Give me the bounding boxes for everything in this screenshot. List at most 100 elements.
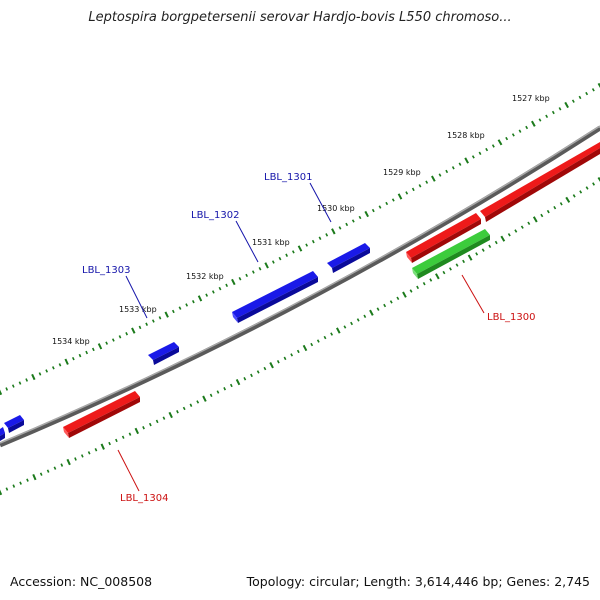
scale-tick — [263, 366, 267, 371]
scale-tick — [87, 451, 91, 455]
scale-tick — [264, 262, 269, 269]
scale-tick — [591, 88, 595, 92]
scale-tick — [197, 295, 203, 302]
scale-tick — [97, 343, 103, 350]
scale-tick — [251, 270, 255, 274]
scale-tick — [471, 155, 475, 159]
scale-tick — [115, 438, 118, 443]
gene-arrow-reverse[interactable] — [63, 391, 140, 438]
scale-tick — [125, 332, 129, 336]
scale-tick — [80, 454, 84, 458]
gene-label[interactable]: LBL_1302 — [191, 210, 239, 221]
scale-tick — [38, 372, 42, 376]
scale-tick — [507, 233, 511, 237]
scale-tick — [358, 215, 362, 220]
scale-tick — [12, 484, 16, 488]
scale-tick — [138, 325, 142, 330]
scale-tick — [345, 222, 349, 227]
scale-tick — [225, 283, 229, 288]
scale-tick — [250, 373, 253, 378]
gene-label[interactable]: LBL_1301 — [264, 172, 312, 183]
scale-tick — [356, 318, 360, 322]
scale-tick — [155, 419, 159, 424]
scale-tick — [540, 213, 544, 218]
scale-tick — [85, 350, 89, 355]
gene-arrow-forward[interactable] — [4, 415, 24, 433]
scale-tick — [494, 240, 498, 245]
scale-tick — [258, 267, 262, 271]
scale-tick — [121, 435, 125, 439]
scale-tick — [518, 129, 522, 133]
scale-tick — [525, 125, 529, 130]
scale-tick — [425, 180, 429, 184]
scale-label: 1529 kbp — [383, 168, 421, 177]
scale-tick — [178, 306, 182, 310]
scale-tick — [216, 390, 220, 394]
scale-tick — [592, 182, 595, 186]
scale-tick — [323, 335, 327, 340]
scale-tick — [231, 278, 236, 286]
scale-tick — [318, 236, 322, 240]
gene-arrow-reverse[interactable] — [406, 213, 481, 263]
scale-tick — [514, 229, 518, 233]
scale-tick — [105, 341, 109, 345]
scale-tick — [597, 176, 600, 182]
scale-tick — [142, 426, 145, 430]
outer-tick-track — [0, 82, 600, 396]
gene-arrow-reverse[interactable] — [480, 142, 600, 222]
scale-tick — [51, 366, 55, 370]
scale-tick — [464, 157, 469, 164]
scale-tick — [438, 173, 442, 177]
scale-tick — [429, 278, 433, 282]
scale-tick — [343, 325, 347, 329]
scale-tick — [53, 466, 57, 470]
scale-tick — [435, 273, 440, 280]
scale-tick — [527, 221, 531, 226]
scale-tick — [168, 411, 173, 419]
scale-tick — [449, 267, 452, 271]
scale-tick — [46, 469, 50, 473]
scale-tick — [283, 356, 287, 361]
gene-label[interactable]: LBL_1300 — [487, 312, 535, 323]
scale-tick — [158, 316, 162, 320]
scale-tick — [0, 489, 3, 496]
scale-tick — [385, 201, 389, 206]
label-leader-line — [125, 275, 148, 319]
scale-tick — [376, 307, 380, 311]
scale-tick — [579, 190, 583, 194]
scale-tick — [383, 303, 387, 308]
scale-tick — [74, 457, 77, 461]
gene-arrow-rna[interactable] — [412, 229, 490, 279]
scale-tick — [243, 377, 247, 381]
scale-tick — [378, 205, 382, 209]
scale-label: 1533 kbp — [119, 305, 157, 314]
scale-tick — [411, 187, 415, 192]
scale-tick — [462, 259, 465, 264]
scale-tick — [145, 322, 149, 326]
scale-tick — [305, 243, 309, 247]
gene-arrow-forward[interactable] — [148, 342, 179, 365]
scale-tick — [478, 151, 482, 155]
label-leader-line — [235, 220, 259, 263]
scale-tick — [302, 344, 308, 352]
gene-arrow-forward[interactable] — [327, 243, 370, 273]
scale-tick — [451, 166, 455, 170]
scale-label: 1534 kbp — [52, 337, 90, 346]
scale-tick — [455, 263, 459, 267]
scale-tick — [491, 144, 495, 148]
gene-arrow-forward[interactable] — [232, 271, 318, 323]
scale-tick — [134, 427, 140, 435]
scale-tick — [558, 107, 562, 111]
scale-tick — [331, 228, 336, 235]
scale-tick — [64, 358, 69, 365]
gene-label[interactable]: LBL_1304 — [120, 493, 168, 504]
gene-label[interactable]: LBL_1303 — [82, 265, 130, 276]
gene-arrow-forward[interactable] — [0, 427, 5, 441]
scale-tick — [338, 226, 342, 230]
scale-tick — [223, 387, 227, 391]
scale-tick — [397, 193, 403, 200]
scale-tick — [278, 256, 282, 261]
scale-tick — [485, 147, 489, 152]
scale-tick — [585, 186, 589, 190]
